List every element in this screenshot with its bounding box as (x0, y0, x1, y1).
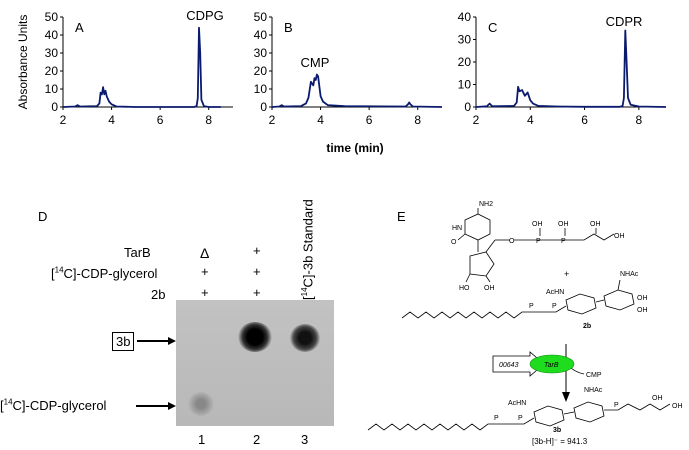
panel-letter: C (488, 20, 497, 35)
lane2-2b-value: + (253, 285, 261, 300)
x-tick-label: 2 (269, 113, 276, 127)
y-tick-label: 40 (254, 28, 268, 42)
y-tick-label: 30 (45, 46, 59, 60)
y-tick-label: 50 (254, 10, 268, 24)
x-axis-label: time (min) (326, 141, 383, 155)
panel-d-letter: D (38, 209, 48, 224)
trace-line (475, 29, 667, 108)
x-tick-label: 6 (581, 113, 588, 127)
x-tick-label: 8 (414, 113, 421, 127)
hplc-y-axis-label: Absorbance Units (16, 15, 30, 110)
lane1-tarb-value: Δ (200, 245, 210, 261)
lane-number-1: 1 (198, 432, 206, 447)
y-tick-label: 0 (464, 100, 471, 114)
band-label-cdp-glycerol-text: [14C]-CDP-glycerol (0, 398, 107, 414)
tlc-autoradiograph (176, 300, 334, 426)
y-tick-label: 10 (45, 82, 59, 96)
panel-e-letter: E (397, 209, 406, 224)
y-axis-label: Absorbance Units (16, 15, 30, 110)
chart-A: 0 10 20 30 40 50 2 4 6 8 A CDPG (45, 8, 233, 127)
row-label-tarb: TarB (124, 245, 151, 260)
y-tick-label: 20 (45, 64, 59, 78)
band-label-cdp-glycerol: [14C]-CDP-glycerol (0, 398, 106, 413)
y-tick-label: 30 (458, 33, 472, 47)
lane-number-2: 2 (253, 432, 261, 447)
band-lane3-3b (290, 324, 320, 352)
lane1-2b-value: + (201, 285, 209, 300)
y-tick-label: 50 (45, 10, 59, 24)
x-tick-label: 6 (366, 113, 373, 127)
x-tick-label: 8 (636, 113, 643, 127)
y-tick-label: 30 (254, 46, 268, 60)
peak-label: CDPG (186, 8, 224, 23)
x-tick-label: 8 (205, 113, 212, 127)
y-tick-label: 0 (51, 100, 58, 114)
y-tick-label: 10 (254, 82, 268, 96)
panel-letter: B (284, 20, 293, 35)
y-tick-label: 40 (45, 28, 59, 42)
y-tick-label: 40 (458, 10, 472, 24)
trace-line (62, 26, 221, 108)
x-tick-label: 6 (157, 113, 164, 127)
lane1-cdpg-value: + (201, 264, 209, 279)
standard-lane-label: [14C]-3b Standard (300, 199, 316, 300)
lane2-tarb-value: + (253, 243, 261, 258)
row-label-cdp-glycerol-text: [14C]-CDP-glycerol (51, 266, 158, 282)
y-tick-label: 0 (260, 100, 267, 114)
lane-number-3: 3 (301, 432, 309, 447)
trace-line (271, 73, 443, 108)
y-tick-label: 20 (254, 64, 268, 78)
panel-letter: A (75, 20, 84, 35)
band-lane1-cdpg (188, 392, 214, 416)
chart-C: 0 10 20 30 40 2 4 6 8 C CDPR (458, 10, 667, 127)
lane2-cdpg-value: + (253, 264, 261, 279)
x-tick-label: 2 (473, 113, 480, 127)
peak-label: CMP (301, 55, 330, 70)
y-tick-label: 20 (458, 55, 472, 69)
peak-label: CDPR (606, 14, 643, 29)
band-label-3b: 3b (112, 332, 135, 351)
chart-B: 0 10 20 30 40 50 2 4 6 8 B CMP (254, 10, 443, 127)
y-tick-label: 10 (458, 78, 472, 92)
row-label-2b: 2b (151, 287, 166, 302)
row-label-cdp-glycerol: [14C]-CDP-glycerol (51, 266, 157, 281)
x-tick-label: 4 (108, 113, 115, 127)
x-tick-label: 2 (60, 113, 67, 127)
x-tick-label: 4 (527, 113, 534, 127)
x-tick-label: 4 (317, 113, 324, 127)
band-lane2-3b (238, 322, 272, 352)
